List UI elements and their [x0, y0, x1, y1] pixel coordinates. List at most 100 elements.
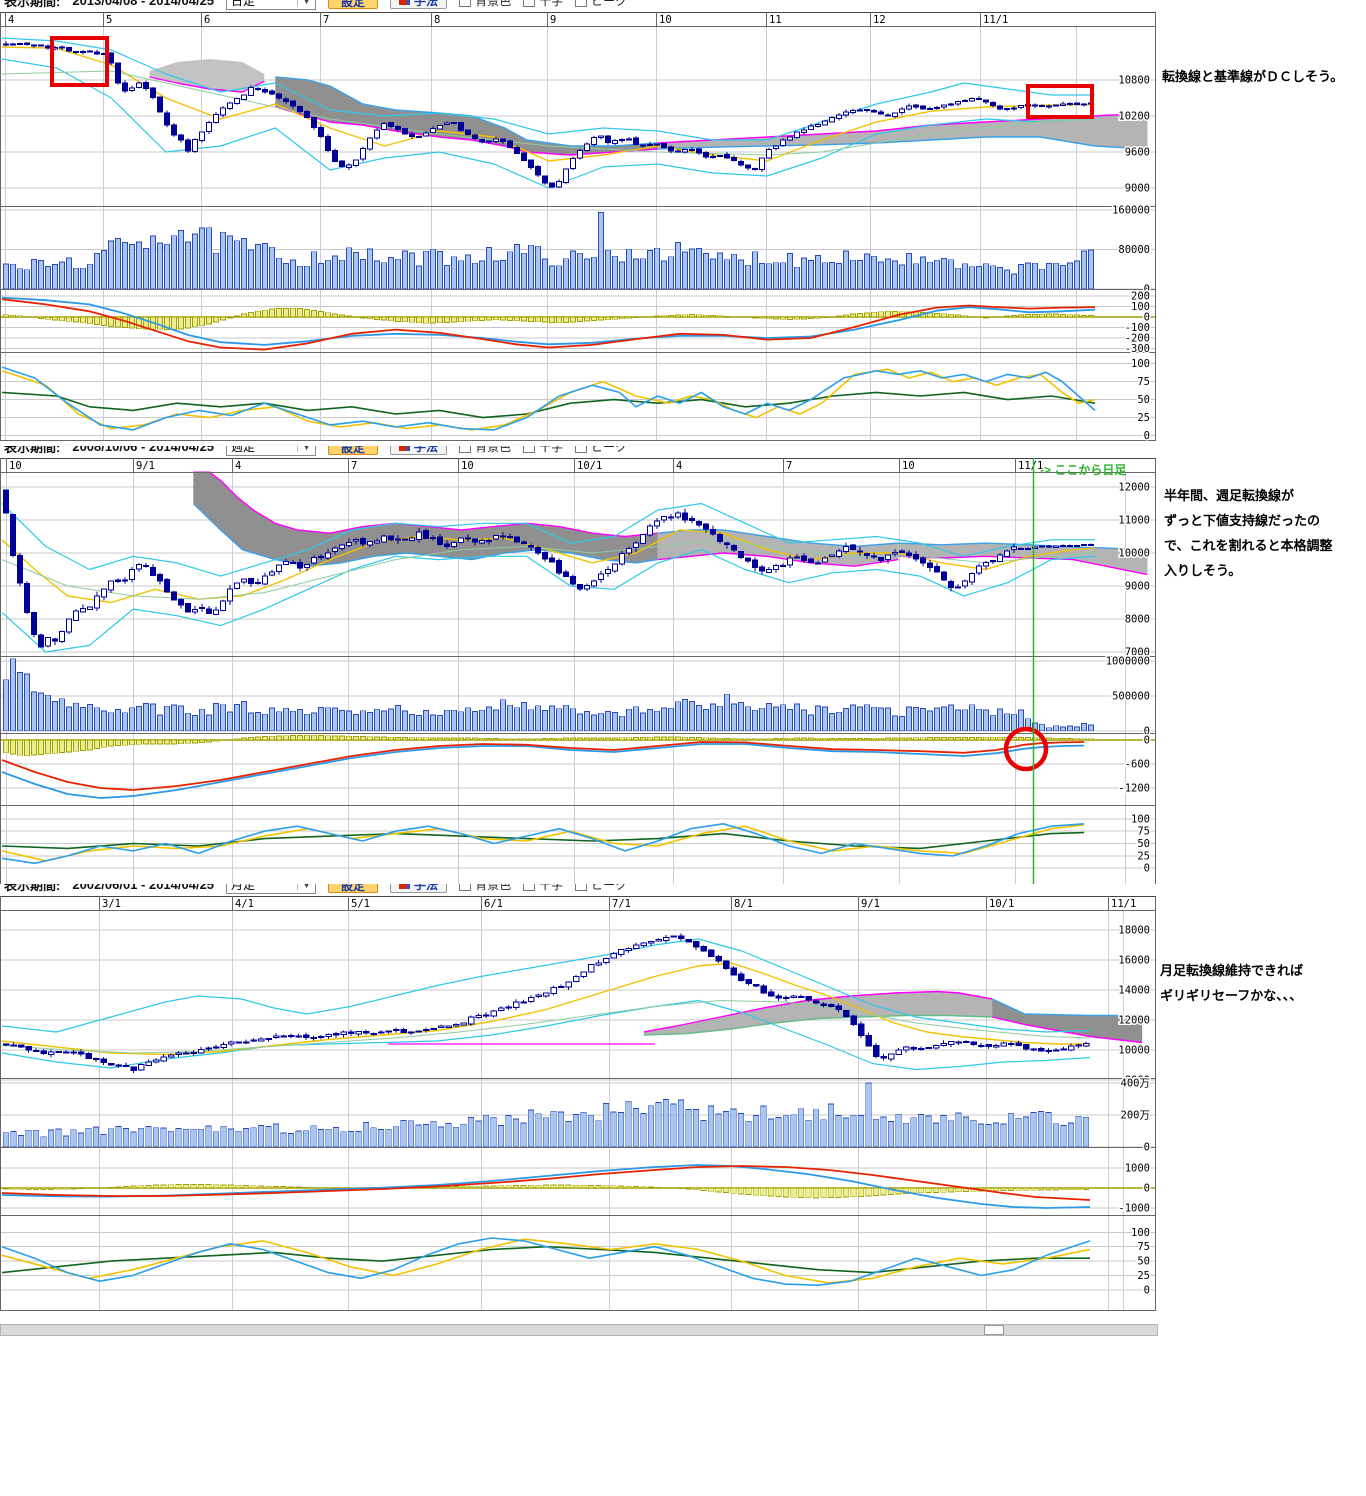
daily-chart-header: 表示期間: 2013/04/08 - 2014/04/25 日足 ▼ 設定 手法…: [0, 0, 1156, 10]
chevron-down-icon: ▼: [297, 0, 311, 6]
svg-text:10000: 10000: [1118, 548, 1150, 560]
svg-text:11/1: 11/1: [1111, 898, 1136, 910]
svg-text:-100: -100: [1125, 322, 1150, 334]
svg-text:0: 0: [1144, 726, 1150, 738]
monthly-chart-header: 表示期間: 2002/06/01 - 2014/04/25 月足 ▼ 設定 手法…: [0, 884, 1156, 894]
weekly-chart-canvas[interactable]: 10 9/1 4 7 10 10/1 4 7 10 11/11200011000100009000…: [0, 446, 1157, 886]
chevron-down-icon: ▼: [297, 446, 311, 452]
checkbox-icon: [523, 884, 536, 891]
checkbox-icon: [523, 446, 536, 453]
checkbox-background[interactable]: 背景色: [459, 884, 511, 893]
checkbox-crosshair[interactable]: 十字: [523, 446, 563, 455]
svg-text:-1200: -1200: [1118, 783, 1150, 795]
timeframe-select[interactable]: 日足 ▼: [226, 0, 317, 10]
scrollbar-thumb[interactable]: [984, 1325, 1004, 1335]
svg-text:6/1: 6/1: [484, 898, 503, 910]
svg-text:0: 0: [1144, 1142, 1150, 1154]
svg-text:10200: 10200: [1118, 111, 1150, 123]
svg-text:400万: 400万: [1121, 1078, 1150, 1090]
svg-text:11: 11: [769, 14, 782, 26]
svg-text:500000: 500000: [1112, 691, 1150, 703]
timeframe-select[interactable]: 週足 ▼: [226, 446, 317, 456]
svg-text:16000: 16000: [1118, 955, 1150, 967]
svg-text:0: 0: [1144, 430, 1150, 442]
method-button[interactable]: 手法: [390, 884, 448, 893]
svg-text:75: 75: [1137, 1241, 1150, 1253]
svg-text:80000: 80000: [1118, 244, 1150, 256]
checkbox-peak[interactable]: ピーク: [575, 884, 627, 893]
weekly-annotation-note: 半年間、週足転換線が ずっと下値支持線だったの で、これを割れると本格調整 入り…: [1164, 488, 1333, 578]
svg-text:9: 9: [550, 14, 556, 26]
svg-text:12000: 12000: [1118, 1015, 1150, 1027]
svg-text:4/1: 4/1: [235, 898, 254, 910]
macd-pane: [0, 734, 1156, 799]
svg-text:8000: 8000: [1125, 1075, 1150, 1087]
method-button[interactable]: 手法: [390, 0, 448, 9]
svg-text:8000: 8000: [1125, 614, 1150, 626]
daily-switch-annotation: -> ここから日足: [1040, 463, 1127, 477]
svg-text:4: 4: [235, 460, 241, 472]
svg-text:75: 75: [1137, 826, 1150, 838]
oscillator-pane: [1, 366, 1096, 431]
red-highlight-circle: [1003, 726, 1049, 772]
checkbox-crosshair[interactable]: 十字: [523, 884, 563, 893]
horizontal-scrollbar[interactable]: [0, 1324, 1158, 1336]
volume-pane: [3, 211, 1094, 289]
svg-text:1000000: 1000000: [1106, 656, 1150, 668]
svg-text:100: 100: [1131, 358, 1150, 370]
svg-text:7: 7: [786, 460, 792, 472]
checkbox-icon: [459, 446, 472, 453]
svg-text:25: 25: [1137, 412, 1150, 424]
period-value: 2002/06/01 - 2014/04/25: [72, 884, 215, 892]
checkbox-background[interactable]: 背景色: [459, 0, 511, 9]
svg-text:50: 50: [1137, 1256, 1150, 1268]
monthly-chart-canvas[interactable]: 3/1 4/1 5/1 6/1 7/1 8/1 9/1 10/1 11/1 18000 16000 1…: [0, 884, 1157, 1336]
checkbox-icon: [575, 446, 588, 453]
svg-text:10000: 10000: [1118, 1045, 1150, 1057]
checkbox-peak[interactable]: ピーク: [575, 0, 627, 9]
price-pane: [1, 933, 1143, 1073]
period-label: 表示期間:: [4, 884, 61, 893]
svg-text:9600: 9600: [1125, 147, 1150, 159]
red-highlight-box: [50, 36, 109, 87]
svg-text:160000: 160000: [1112, 205, 1150, 217]
svg-text:10800: 10800: [1118, 75, 1150, 87]
svg-text:10: 10: [9, 460, 22, 472]
svg-text:50: 50: [1137, 394, 1150, 406]
svg-text:-300: -300: [1125, 343, 1150, 355]
svg-text:4: 4: [676, 460, 682, 472]
checkbox-peak[interactable]: ピーク: [575, 446, 627, 455]
svg-text:10: 10: [461, 460, 474, 472]
svg-text:8: 8: [434, 14, 440, 26]
macd-pane: [0, 296, 1156, 351]
method-button[interactable]: 手法: [390, 446, 448, 455]
svg-text:10: 10: [902, 460, 915, 472]
checkbox-crosshair[interactable]: 十字: [523, 0, 563, 9]
settings-button[interactable]: 設定: [328, 884, 379, 893]
weekly-chart-header: 表示期間: 2008/10/06 - 2014/04/25 週足 ▼ 設定 手法…: [0, 446, 1156, 456]
checkbox-background[interactable]: 背景色: [459, 446, 511, 455]
chevron-down-icon: ▼: [297, 884, 311, 890]
svg-text:25: 25: [1137, 850, 1150, 862]
settings-button[interactable]: 設定: [328, 446, 379, 455]
checkbox-icon: [459, 884, 472, 891]
volume-pane: [3, 658, 1094, 731]
svg-text:3/1: 3/1: [102, 898, 121, 910]
daily-chart-canvas[interactable]: 4 5 6 7 8 9 10 11 12 11/1 10800 10200 9600 9000 160000…: [0, 0, 1157, 444]
svg-text:100: 100: [1131, 1227, 1150, 1239]
svg-text:-200: -200: [1125, 333, 1150, 345]
settings-button[interactable]: 設定: [328, 0, 379, 9]
svg-text:5: 5: [106, 14, 112, 26]
svg-text:0: 0: [1144, 284, 1150, 296]
volume-pane: [2, 1082, 1090, 1147]
timeframe-select[interactable]: 月足 ▼: [226, 884, 317, 894]
svg-text:200万: 200万: [1121, 1110, 1150, 1122]
method-icon: [399, 0, 411, 5]
period-label: 表示期間:: [4, 446, 61, 455]
svg-text:9000: 9000: [1125, 183, 1150, 195]
svg-text:7: 7: [323, 14, 329, 26]
macd-pane: [0, 1164, 1156, 1209]
svg-text:50: 50: [1137, 838, 1150, 850]
svg-text:12: 12: [873, 14, 886, 26]
svg-text:25: 25: [1137, 1270, 1150, 1282]
